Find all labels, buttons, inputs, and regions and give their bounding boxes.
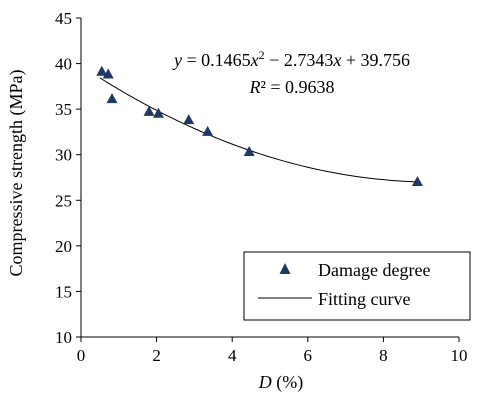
- fit-equation: y = 0.1465x2 − 2.7343x + 39.756: [172, 48, 410, 70]
- data-point: [102, 68, 114, 79]
- y-axis-ticks: 10 15 20 25 30 35 40 45: [55, 9, 81, 347]
- x-axis-ticks: 0 2 4 6 8 10: [77, 337, 468, 365]
- data-point: [152, 107, 164, 118]
- y-tick-label: 45: [55, 9, 72, 28]
- y-tick-label: 40: [55, 55, 72, 74]
- r-squared: R² = 0.9638: [248, 77, 334, 97]
- data-point: [96, 65, 108, 76]
- x-axis-variable: D: [258, 372, 272, 392]
- fitting-curve-layer: [99, 77, 418, 183]
- data-point: [183, 114, 195, 125]
- legend: Damage degree Fitting curve: [243, 251, 471, 321]
- x-tick-label: 4: [228, 346, 237, 365]
- legend-label-fitting-curve: Fitting curve: [318, 289, 411, 309]
- y-tick-label: 35: [55, 100, 72, 119]
- axes: [80, 18, 459, 338]
- data-point: [143, 105, 155, 116]
- x-tick-label: 10: [451, 346, 468, 365]
- legend-box: [243, 251, 471, 321]
- data-point: [411, 176, 423, 187]
- x-tick-label: 2: [152, 346, 161, 365]
- y-tick-label: 15: [55, 282, 72, 301]
- x-axis-unit: (%): [272, 372, 303, 393]
- x-tick-label: 0: [77, 346, 86, 365]
- data-point: [202, 125, 214, 136]
- x-tick-label: 6: [304, 346, 313, 365]
- y-tick-label: 30: [55, 146, 72, 165]
- data-point: [243, 145, 255, 156]
- data-points-layer: [96, 65, 423, 187]
- legend-label-damage-degree: Damage degree: [318, 260, 430, 280]
- y-tick-label: 20: [55, 237, 72, 256]
- y-axis-title: Compressive strength (MPa): [6, 70, 27, 277]
- y-tick-label: 10: [55, 328, 72, 347]
- fitting-curve: [99, 77, 418, 183]
- x-tick-label: 8: [379, 346, 388, 365]
- legend-marker-damage-degree: [279, 263, 291, 274]
- data-point: [106, 93, 118, 104]
- x-axis-title: D (%): [258, 372, 303, 393]
- y-tick-label: 25: [55, 191, 72, 210]
